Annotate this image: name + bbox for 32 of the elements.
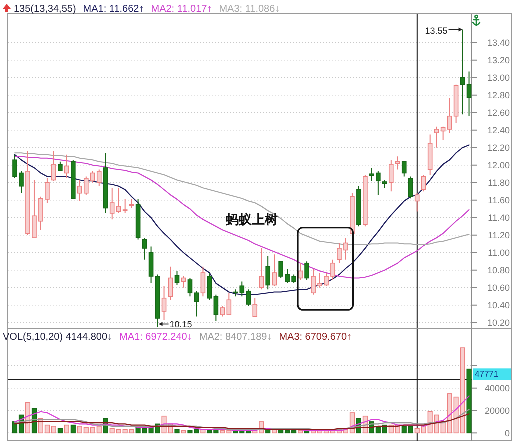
y-tick-label: 12.60 (487, 108, 510, 118)
legend-item: MA2: 11.017↑ (151, 4, 212, 15)
legend-item: MA3: 11.086↓ (219, 4, 280, 15)
legend-item: MA1: 11.662↑ (83, 4, 144, 15)
y-tick-label: 10.40 (487, 300, 510, 311)
y-tick-label: 20000 (484, 406, 510, 416)
legend-item: MA1: 6972.240↓ (120, 332, 192, 343)
annotation: 10.15 (170, 319, 192, 330)
annotation: 13.55 (425, 26, 448, 36)
y-tick-label: 0 (504, 428, 510, 438)
y-tick-label: 13.20 (487, 56, 510, 66)
y-tick-label: 12.80 (487, 90, 510, 101)
y-tick-label: 12.00 (487, 160, 510, 171)
y-tick-label: 11.80 (488, 178, 510, 188)
title: VOL(5,10,20) 4144.800↓ (3, 332, 113, 343)
y-tick-label: 11.40 (488, 213, 510, 224)
y-tick-label: 12.20 (487, 143, 510, 154)
y-tick-label: 11.20 (488, 230, 510, 241)
y-tick-label: 11.00 (488, 248, 510, 258)
title: 135(13,34,55) (14, 4, 76, 15)
annotation: 蚂蚁上树 (226, 212, 278, 228)
legend-item: MA2: 8407.189↓ (199, 332, 272, 343)
y-tick-label: 10.20 (487, 318, 510, 328)
y-tick-label: 13.40 (487, 38, 510, 48)
y-tick-label: 12.40 (487, 126, 510, 136)
y-tick-label: 13.00 (487, 73, 510, 84)
y-tick-label: 40000 (484, 384, 510, 394)
y-tick-label: 10.80 (487, 266, 510, 276)
y-tick-label: 10.60 (487, 283, 510, 294)
ref-label: 47771 (475, 369, 499, 380)
legend-item: MA3: 6709.670↑ (279, 332, 352, 343)
y-tick-label: 11.60 (488, 196, 510, 206)
